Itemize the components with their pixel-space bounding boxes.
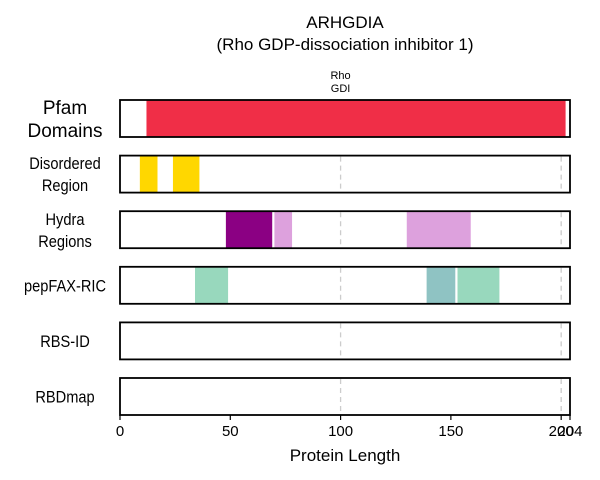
track: RBS-ID <box>40 321 571 361</box>
track-label: Hydra Regions <box>38 211 92 251</box>
track-label-line: Hydra <box>46 211 85 229</box>
chart-subtitle: (Rho GDP-dissociation inhibitor 1) <box>217 35 474 54</box>
track-label-line: Pfam <box>43 98 87 119</box>
track-label-line: RBS-ID <box>40 333 90 351</box>
track-background <box>120 322 570 360</box>
track: RBDmap <box>35 377 571 416</box>
track: Disordered Region <box>29 154 571 196</box>
track-label: RBS-ID <box>40 333 90 351</box>
track-segment <box>406 211 471 249</box>
x-tick-label: 0 <box>116 423 124 440</box>
x-tick-label: 200 <box>549 423 574 440</box>
track-label-line: Disordered <box>29 155 100 173</box>
track-background <box>120 266 570 304</box>
segment-label: Rho <box>330 70 350 82</box>
track-segment <box>146 100 566 137</box>
track-segment <box>225 211 273 249</box>
track-label: Disordered Region <box>29 155 100 195</box>
track: pepFAX-RIC <box>24 265 571 305</box>
track-border <box>119 321 571 361</box>
track-segment <box>457 266 500 304</box>
track-border <box>119 265 571 305</box>
track-background <box>120 211 570 249</box>
track-segment <box>274 211 293 249</box>
track-label-line: Domains <box>28 121 103 142</box>
track-label-line: Region <box>42 177 88 195</box>
x-tick-label: 100 <box>328 423 353 440</box>
x-axis-label: Protein Length <box>290 446 401 465</box>
track-label: pepFAX-RIC <box>24 277 106 295</box>
track-label-line: Regions <box>38 233 92 251</box>
x-tick-label: 204 <box>557 423 582 440</box>
segment-label: GDI <box>331 83 351 95</box>
track-label: RBDmap <box>35 389 94 407</box>
track-border <box>119 99 571 138</box>
track-segment <box>139 155 158 193</box>
x-tick-label: 150 <box>438 423 463 440</box>
track-segment <box>195 266 229 304</box>
chart-title: ARHGDIA <box>306 13 384 32</box>
track-border <box>119 210 571 250</box>
track-segment <box>426 266 456 304</box>
track-border <box>119 377 571 416</box>
track: Hydra Regions <box>38 210 571 251</box>
track-label: Pfam Domains <box>28 98 103 142</box>
track-background <box>120 378 570 415</box>
track-segment <box>172 155 200 193</box>
track-label-line: RBDmap <box>35 389 94 407</box>
x-tick-label: 50 <box>222 423 239 440</box>
track-border <box>119 154 571 194</box>
track-label-line: pepFAX-RIC <box>24 277 106 295</box>
